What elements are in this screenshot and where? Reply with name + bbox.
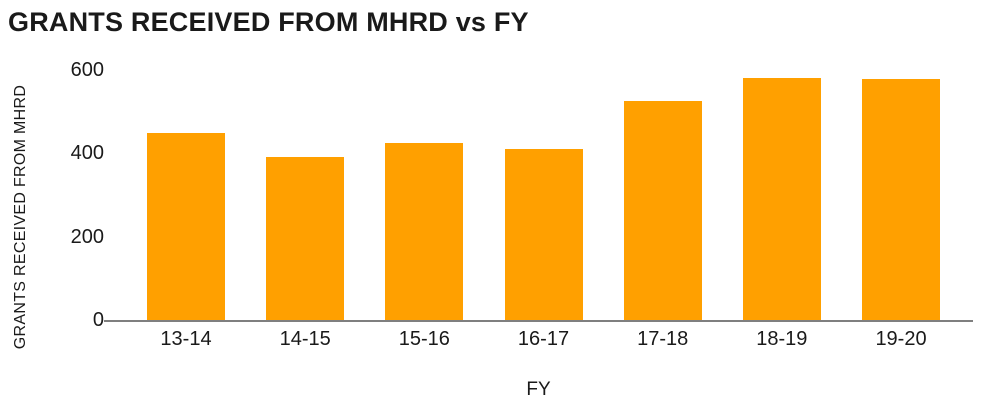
bar-15-16 [385, 143, 464, 320]
y-tick-label: 0 [92, 309, 104, 331]
bar-16-17 [504, 149, 583, 320]
x-tick-label: 19-20 [875, 328, 927, 350]
x-tick-label: 17-18 [637, 328, 689, 350]
bar-19-20 [862, 79, 941, 320]
chart-title: GRANTS RECEIVED FROM MHRD vs FY [8, 7, 529, 37]
x-tick-label: 14-15 [279, 328, 331, 350]
x-axis-line [104, 319, 973, 322]
x-tick-label: 16-17 [517, 328, 570, 350]
bar-14-15 [266, 156, 345, 320]
x-axis-title: FY [526, 379, 551, 400]
y-tick-label: 200 [70, 225, 104, 248]
y-tick-label: 600 [70, 59, 104, 81]
bar-18-19 [742, 77, 821, 320]
x-tick-label: 18-19 [756, 328, 808, 350]
y-tick-label: 400 [70, 142, 104, 165]
x-tick-label: 15-16 [398, 328, 450, 350]
bar-17-18 [623, 101, 702, 320]
x-tick-label: 13-14 [160, 328, 212, 350]
bar-13-14 [147, 132, 225, 320]
